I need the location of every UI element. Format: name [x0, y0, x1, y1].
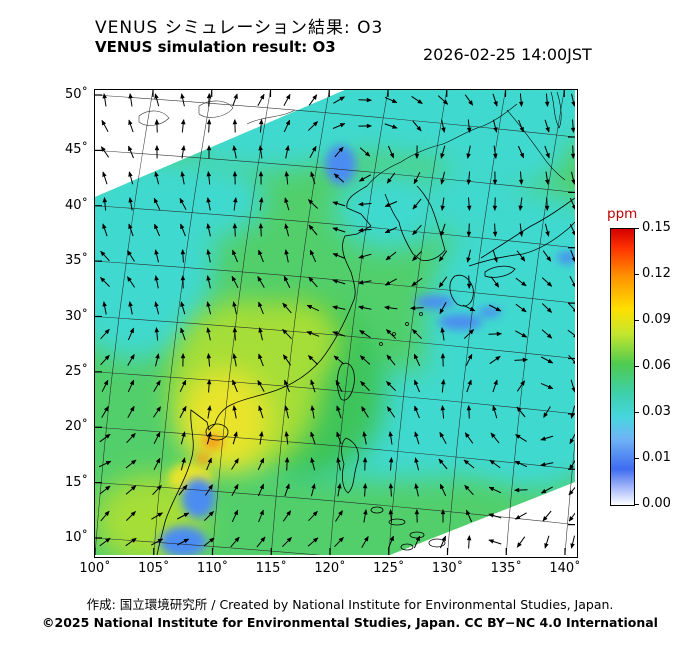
colorbar-tick-label-0.03: 0.03 [642, 404, 671, 419]
colorbar-tick-mark [634, 458, 639, 459]
x-tick-label-120: 120˚ [314, 561, 346, 576]
o3-feature-fujian-high [259, 299, 340, 380]
colorbar-tick-mark [634, 228, 639, 229]
colorbar-tick-label-0.06: 0.06 [642, 358, 671, 373]
y-tick-label-35: 35˚ [64, 253, 88, 269]
page-title-japanese: VENUS シミュレーション結果: O3 [95, 18, 384, 38]
colorbar-tick-mark [634, 412, 639, 413]
x-tick-label-140: 140˚ [549, 561, 581, 576]
x-tick-label-130: 130˚ [431, 561, 464, 576]
o3-feature-low-honshu [478, 307, 502, 318]
map-plot-area [94, 89, 578, 558]
colorbar-tick-mark [634, 504, 639, 505]
y-tick-label-15: 15˚ [64, 474, 88, 490]
license-line: ©2025 National Institute for Environment… [42, 615, 658, 630]
credit-line: 作成: 国立環境研究所 / Created by National Instit… [86, 597, 614, 612]
y-tick-label-45: 45˚ [64, 142, 88, 158]
colorbar-tick-label-0.12: 0.12 [642, 266, 671, 281]
x-tick-label-125: 125˚ [373, 561, 405, 576]
colorbar [610, 228, 635, 506]
colorbar-tick-mark [634, 320, 639, 321]
y-tick-label-25: 25˚ [64, 363, 88, 379]
o3-feature-low-shikoku [438, 314, 483, 330]
o3-feature-hotspot-1 [201, 433, 224, 450]
coastlines [138, 91, 575, 555]
colorbar-tick-mark [634, 366, 639, 367]
page-title-english: VENUS simulation result: O3 [95, 38, 336, 56]
y-tick-label-40: 40˚ [64, 197, 88, 213]
o3-feature-guangxi-peak [180, 369, 270, 470]
colorbar-tick-label-0.01: 0.01 [642, 450, 671, 465]
colorbar-tick-label-0.09: 0.09 [642, 312, 671, 327]
colorbar-tick-label-0.00: 0.00 [642, 496, 671, 511]
colorbar-unit-label: ppm [607, 206, 638, 222]
timestamp: 2026-02-25 14:00JST [423, 45, 592, 64]
o3-field [95, 90, 575, 555]
o3-feature-ne-corner [445, 110, 565, 191]
y-tick-label-50: 50˚ [64, 87, 88, 102]
y-tick-label-20: 20˚ [64, 419, 88, 435]
o3-feature-low-kyushu [414, 295, 455, 309]
x-tick-label-110: 110˚ [196, 561, 229, 576]
y-tick-label-10: 10˚ [64, 530, 88, 545]
o3-feature-hotspot-2 [196, 452, 211, 464]
x-tick-label-105: 105˚ [138, 561, 170, 576]
o3-concentration-map [95, 90, 575, 555]
colorbar-tick-mark [634, 274, 639, 275]
x-tick-label-135: 135˚ [490, 561, 522, 576]
y-tick-label-30: 30˚ [64, 308, 88, 324]
o3-feature-low-vietnam [182, 478, 215, 518]
colorbar-tick-label-0.15: 0.15 [642, 220, 671, 235]
wind-arrows [98, 93, 575, 549]
x-tick-label-100: 100˚ [79, 561, 111, 576]
o3-feature-nw-edge [124, 160, 266, 241]
x-tick-label-115: 115˚ [255, 561, 287, 576]
graticule-lines [95, 90, 575, 555]
o3-feature-low-vortex [325, 144, 356, 185]
